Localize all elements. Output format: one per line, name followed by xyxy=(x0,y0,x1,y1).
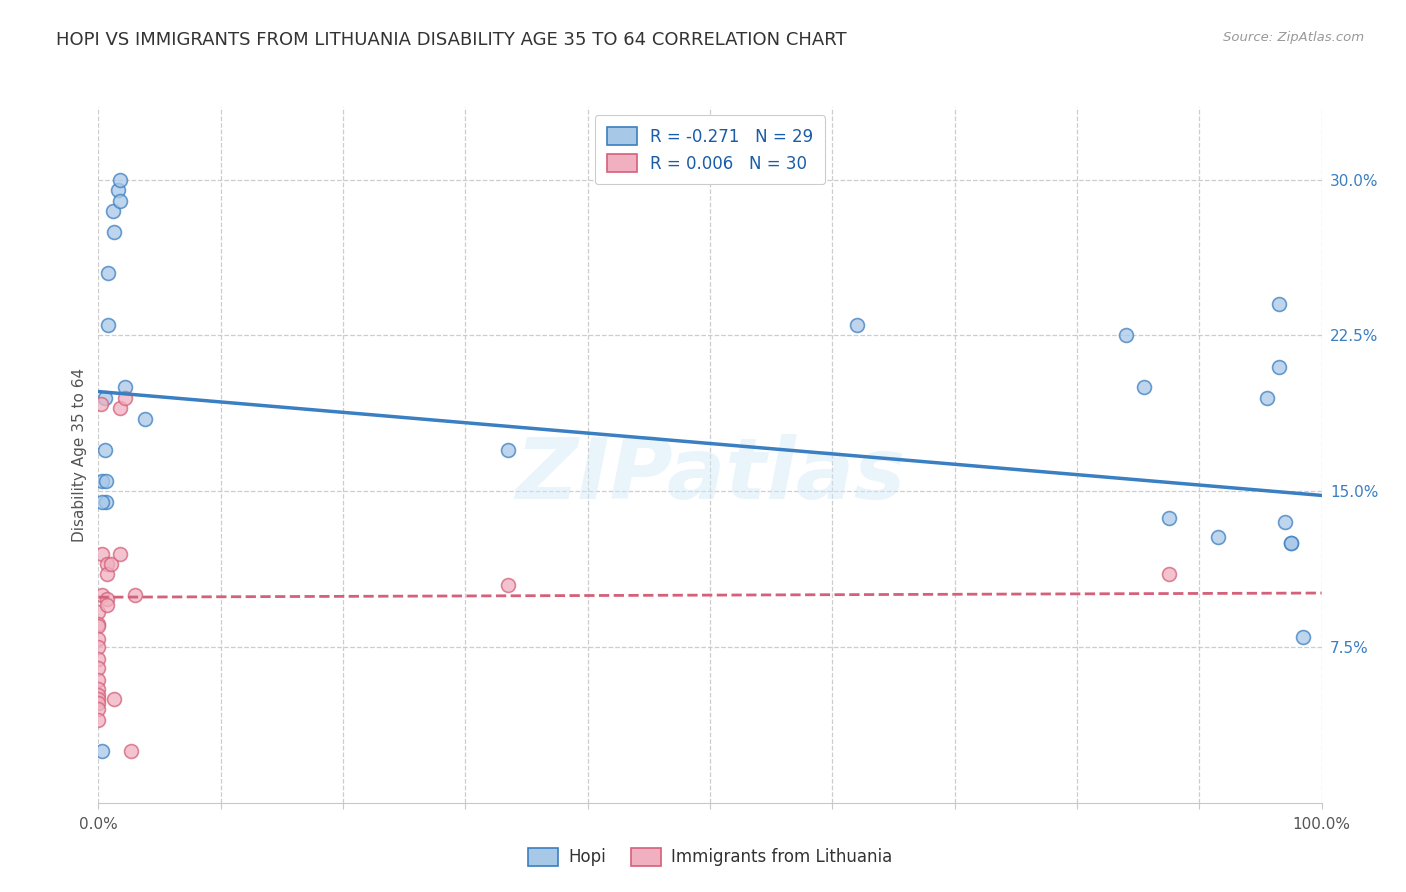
Point xyxy=(87,688,110,702)
Point xyxy=(1268,359,1291,374)
Text: Source: ZipAtlas.com: Source: ZipAtlas.com xyxy=(1223,31,1364,45)
Point xyxy=(91,744,114,758)
Point xyxy=(103,692,125,706)
Point xyxy=(103,225,125,239)
Point xyxy=(101,203,124,218)
Point xyxy=(97,318,120,332)
Point xyxy=(96,557,118,571)
Point xyxy=(1256,391,1278,405)
Point xyxy=(87,619,110,633)
Point xyxy=(496,578,519,592)
Point xyxy=(124,588,146,602)
Point xyxy=(110,401,132,416)
Point xyxy=(87,661,110,675)
Point xyxy=(1274,516,1296,530)
Point xyxy=(91,547,114,561)
Text: ZIPatlas: ZIPatlas xyxy=(515,434,905,517)
Y-axis label: Disability Age 35 to 64: Disability Age 35 to 64 xyxy=(72,368,87,542)
Point xyxy=(87,681,110,696)
Point xyxy=(87,640,110,654)
Point xyxy=(87,696,110,710)
Point xyxy=(1268,297,1291,311)
Point xyxy=(97,266,120,280)
Point xyxy=(114,380,136,394)
Point xyxy=(87,617,110,632)
Point xyxy=(96,599,118,613)
Point xyxy=(100,557,122,571)
Point xyxy=(87,605,110,619)
Point xyxy=(93,442,115,457)
Point xyxy=(96,567,118,582)
Point xyxy=(110,172,132,186)
Point xyxy=(1292,630,1315,644)
Point xyxy=(1133,380,1156,394)
Point xyxy=(87,713,110,727)
Point xyxy=(87,652,110,666)
Point xyxy=(93,391,115,405)
Point xyxy=(94,474,117,488)
Point xyxy=(91,588,114,602)
Point xyxy=(87,702,110,716)
Point xyxy=(1279,536,1302,550)
Point xyxy=(91,494,114,508)
Point xyxy=(90,397,112,411)
Point xyxy=(1206,530,1229,544)
Point xyxy=(134,411,156,425)
Point xyxy=(496,442,519,457)
Point xyxy=(94,494,117,508)
Point xyxy=(1115,328,1137,343)
Legend: Hopi, Immigrants from Lithuania: Hopi, Immigrants from Lithuania xyxy=(516,836,904,878)
Point xyxy=(91,474,114,488)
Point xyxy=(1279,536,1302,550)
Point xyxy=(845,318,868,332)
Point xyxy=(96,592,118,607)
Point xyxy=(110,194,132,208)
Point xyxy=(87,673,110,688)
Point xyxy=(120,744,142,758)
Text: HOPI VS IMMIGRANTS FROM LITHUANIA DISABILITY AGE 35 TO 64 CORRELATION CHART: HOPI VS IMMIGRANTS FROM LITHUANIA DISABI… xyxy=(56,31,846,49)
Point xyxy=(1157,511,1180,525)
Point xyxy=(87,692,110,706)
Point xyxy=(87,632,110,646)
Point xyxy=(107,183,129,197)
Point xyxy=(110,547,132,561)
Point xyxy=(1157,567,1180,582)
Point xyxy=(114,391,136,405)
